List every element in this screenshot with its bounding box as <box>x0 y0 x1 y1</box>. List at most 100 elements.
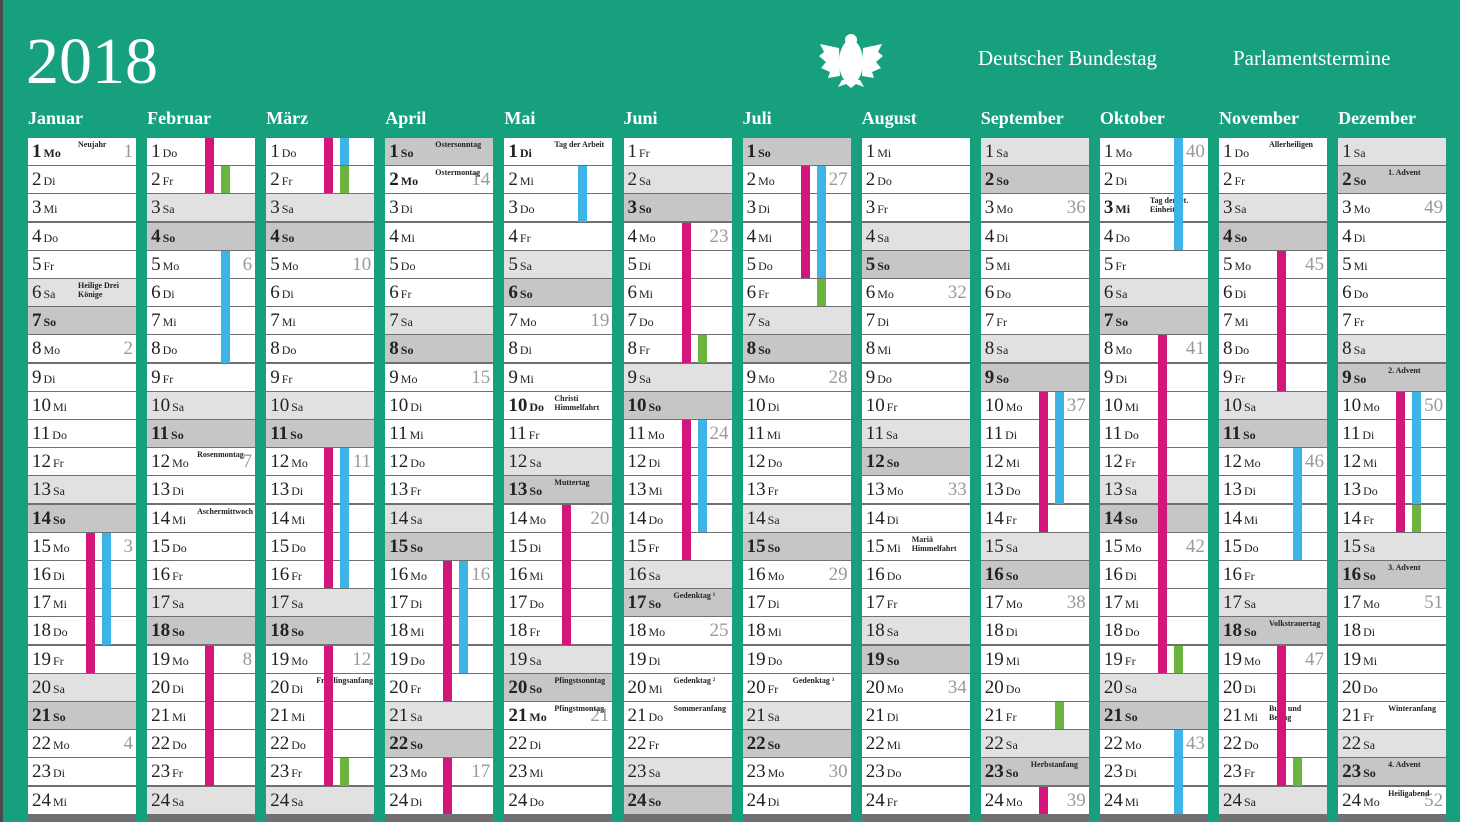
day: 18 Do <box>1104 620 1140 642</box>
bar-blue <box>1054 391 1064 504</box>
weekday: So <box>648 794 662 809</box>
weekday: Di <box>53 766 65 781</box>
day-row: 16 Fr <box>1219 561 1327 588</box>
weekday: Di <box>1005 428 1018 442</box>
weekday: Sa <box>53 681 65 696</box>
weekday: Mo <box>400 174 419 189</box>
weekday: Do <box>172 540 187 555</box>
weekday: Fr <box>172 766 183 781</box>
day-number: 15 <box>389 535 409 557</box>
weekday: So <box>1353 174 1367 189</box>
weekday: Mi <box>1124 399 1139 414</box>
day-number: 13 <box>389 479 409 501</box>
weekday: Fr <box>886 794 898 809</box>
weekday: Sa <box>529 653 542 668</box>
week-number: 51 <box>1424 592 1444 614</box>
day-number: 2 <box>151 169 161 191</box>
day-row: 22 Mo 43 <box>1099 730 1208 758</box>
day-number: 10 <box>389 394 409 416</box>
week-number: 41 <box>1185 338 1205 360</box>
day-number: 9 <box>1223 366 1233 388</box>
weekday: Mo <box>886 484 904 499</box>
weekday: Mi <box>410 625 425 640</box>
day-row: 3 Sa <box>266 194 375 222</box>
weekday: Mo <box>1124 540 1142 555</box>
weekday: Sa <box>172 399 185 414</box>
day-row: 9 Sa <box>623 363 732 391</box>
day-number: 12 <box>984 451 1004 473</box>
day: 9 So <box>985 367 1009 389</box>
weekday: Sa <box>53 484 65 499</box>
holiday-note: Ostersonntag <box>435 140 482 149</box>
day: 6 So <box>508 282 532 304</box>
day: 2 Do <box>866 169 892 191</box>
weekday: Fr <box>410 681 421 696</box>
month-column: 1 So Ostersonntag 2 Mo 14 Ostermontag 3 Di 4 Mi 5 Do… <box>385 137 494 822</box>
day-row: 5 Mo 45 <box>1219 250 1327 278</box>
day-number: 10 <box>1103 394 1123 416</box>
day-row: 18 Do <box>1099 617 1208 645</box>
day-row: 14 Sa <box>742 504 851 532</box>
day: 5 Sa <box>508 254 532 276</box>
bar-sitting <box>324 138 334 194</box>
weekday: Mo <box>1005 399 1023 414</box>
day-number: 5 <box>151 253 161 275</box>
day-row: 6 Sa Heilige Drei Könige <box>28 279 136 306</box>
day-number: 15 <box>1342 535 1362 557</box>
day-number: 19 <box>508 648 528 670</box>
day-row: 13 Mi <box>623 476 732 504</box>
day: 10 Mo <box>985 395 1023 417</box>
weekday: Fr <box>1005 710 1017 724</box>
weekday: Sa <box>529 456 542 471</box>
day-number: 17 <box>389 592 409 614</box>
weekday: Mo <box>1115 146 1133 160</box>
day: 1 Do <box>1223 141 1249 163</box>
bar-green <box>1054 702 1064 730</box>
weekday: Mo <box>172 456 189 471</box>
day-number: 21 <box>1103 705 1123 726</box>
day: 20 Fr <box>747 677 779 699</box>
weekday: Do <box>877 371 892 386</box>
holiday-note: 1. Advent <box>1388 168 1421 178</box>
weekday: Di <box>996 230 1009 245</box>
day-row: 11 So <box>266 420 375 447</box>
weekday: Sa <box>1234 202 1247 217</box>
day-number: 9 <box>865 366 876 388</box>
week-number: 20 <box>590 507 610 529</box>
day-row: 9 Fr <box>266 363 375 391</box>
day-number: 17 <box>151 592 171 614</box>
weekday: Fr <box>1353 315 1365 330</box>
weekday: So <box>1363 766 1376 781</box>
day-row: 15 Mi Mariä Himmelfahrt <box>861 532 970 560</box>
bar-sitting <box>443 758 453 814</box>
day-number: 1 <box>984 141 995 162</box>
day-number: 12 <box>865 451 885 473</box>
day: 11 Di <box>985 423 1017 445</box>
day: 12 Sa <box>508 451 541 473</box>
day-row: 10 Sa <box>266 391 375 419</box>
day-row: 15 Fr <box>623 532 732 560</box>
month-name: Januar <box>28 108 84 128</box>
day-number: 8 <box>984 338 995 360</box>
day-number: 5 <box>1223 253 1233 275</box>
weekday: Do <box>767 456 783 471</box>
day-number: 24 <box>32 789 51 811</box>
day: 19 Fr <box>32 649 64 671</box>
day-number: 4 <box>1103 225 1114 247</box>
day-number: 14 <box>270 507 290 529</box>
weekday: Mo <box>996 202 1013 217</box>
day: 10 Mi <box>1104 395 1139 417</box>
day-row: 4 Mi <box>385 222 494 250</box>
day-number: 9 <box>389 366 399 388</box>
weekday: Mi <box>1353 258 1368 273</box>
day-number: 11 <box>1342 423 1361 444</box>
day-row: 10 Di <box>385 391 494 419</box>
day: 16 Sa <box>628 564 661 586</box>
weekday: Mo <box>1005 597 1023 612</box>
bar-sitting <box>1277 645 1286 786</box>
day-number: 2 <box>270 169 280 191</box>
day-number: 10 <box>508 394 528 416</box>
day-number: 11 <box>746 423 765 444</box>
day-number: 17 <box>1342 592 1362 614</box>
